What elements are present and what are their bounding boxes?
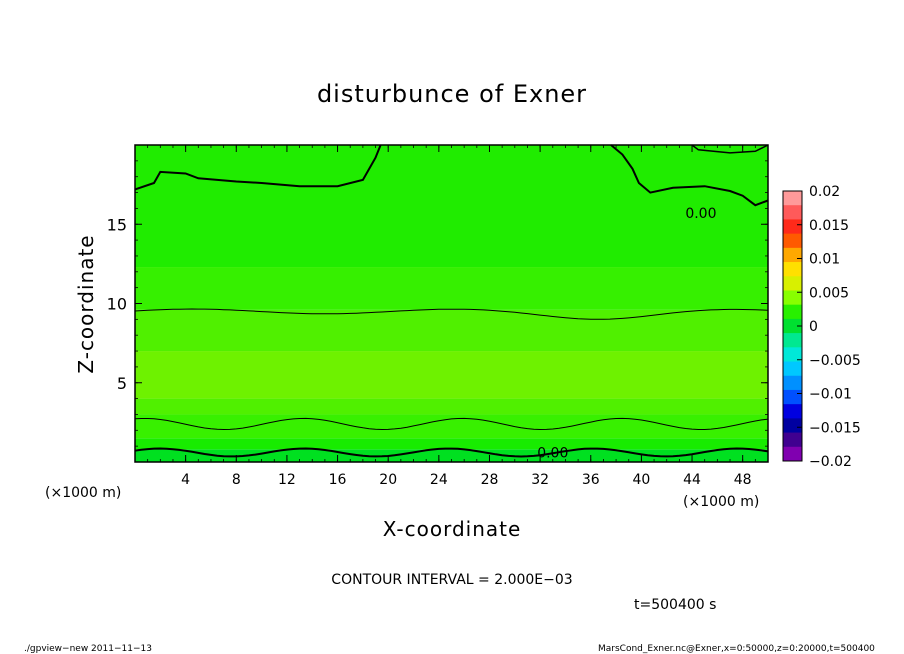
time-label: t=500400 s <box>634 597 716 613</box>
colorbar-label: 0.02 <box>809 184 840 200</box>
y-tick-label: 15 <box>107 215 127 234</box>
footer-right: MarsCond_Exner.nc@Exner,x=0:50000,z=0:20… <box>598 644 875 654</box>
colorbar-segment <box>783 333 802 348</box>
footer-left: ./gpview−new 2011−11−13 <box>24 644 152 654</box>
band-7 <box>135 145 768 268</box>
plot-area <box>135 145 768 462</box>
colorbar-label: −0.01 <box>809 387 852 403</box>
colorbar-segment <box>783 219 802 235</box>
colorbar-segment <box>783 446 802 462</box>
chart-title: disturbunce of Exner <box>317 80 587 108</box>
colorbar-segment <box>783 276 802 291</box>
colorbar-segment <box>783 418 802 434</box>
colorbar-segment <box>783 404 802 419</box>
x-tick-label: 4 <box>181 472 190 488</box>
colorbar: 0.02 0.015 0.01 0.005 0 −0.005 −0.01 −0.015 −0.0… <box>782 184 861 470</box>
colorbar-segment <box>783 233 802 249</box>
contour-lower <box>134 417 769 431</box>
x-axis: 4 8 12 16 20 24 28 32 36 40 44 48 <box>147 145 756 488</box>
x-tick-label: 12 <box>278 472 296 488</box>
band-0 <box>135 449 768 462</box>
colorbar-segment <box>783 432 802 448</box>
colorbar-segment <box>783 191 802 206</box>
contour-top-right <box>610 144 769 207</box>
colorbar-segment <box>783 318 802 334</box>
colorbar-segment <box>783 262 802 277</box>
x-tick-label: 32 <box>531 472 549 488</box>
y-axis-label: Z-coordinate <box>74 234 98 373</box>
contour-top-corner <box>691 144 769 154</box>
x-unit-left: (×1000 m) <box>45 485 121 501</box>
x-tick-label: 44 <box>683 472 701 488</box>
x-tick-label: 24 <box>430 472 448 488</box>
band-2 <box>135 414 768 439</box>
x-tick-label: 40 <box>632 472 650 488</box>
y-axis: 5 10 15 <box>107 160 768 447</box>
colorbar-label: 0.005 <box>809 285 849 301</box>
x-tick-label: 20 <box>379 472 397 488</box>
contour-top-left <box>134 144 382 191</box>
band-4 <box>135 351 768 399</box>
contour-interval: CONTOUR INTERVAL = 2.000E−03 <box>331 572 572 588</box>
contour-label-bottom: 0.00 <box>537 445 568 461</box>
contour-lines: 0.00 0.00 <box>134 144 769 461</box>
x-unit-right: (×1000 m) <box>683 494 759 510</box>
colorbar-segment <box>783 361 802 377</box>
colorbar-label: −0.005 <box>809 353 861 369</box>
x-tick-label: 28 <box>481 472 499 488</box>
colorbar-segment <box>783 375 802 391</box>
x-tick-label: 36 <box>582 472 600 488</box>
band-3 <box>135 398 768 415</box>
colorbar-label: 0.015 <box>809 218 849 234</box>
x-axis-label: X-coordinate <box>383 517 522 541</box>
contour-label-top: 0.00 <box>685 206 716 222</box>
colorbar-segment <box>783 304 802 320</box>
contour-bottom <box>134 447 769 458</box>
colorbar-segment <box>783 290 802 306</box>
y-tick-label: 5 <box>117 374 127 393</box>
colorbar-segment <box>783 205 802 220</box>
x-tick-label: 8 <box>232 472 241 488</box>
band-6 <box>135 267 768 310</box>
band-5 <box>135 309 768 352</box>
colorbar-segment <box>783 347 802 363</box>
colorbar-label: 0 <box>809 319 818 335</box>
colorbar-label: −0.02 <box>809 454 852 470</box>
y-tick-label: 10 <box>107 295 127 314</box>
colorbar-label: 0.01 <box>809 252 840 268</box>
x-tick-label: 16 <box>329 472 347 488</box>
colorbar-label: −0.015 <box>809 420 861 436</box>
colorbar-segment <box>783 247 802 263</box>
contour-middle <box>134 308 769 320</box>
x-tick-label: 48 <box>734 472 752 488</box>
band-1 <box>135 438 768 450</box>
colorbar-segment <box>783 389 802 405</box>
